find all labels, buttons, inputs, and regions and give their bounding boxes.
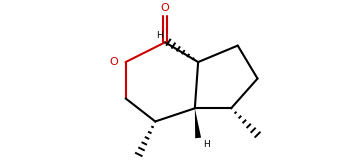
Text: O: O [161, 3, 170, 13]
Text: H: H [203, 140, 210, 149]
Polygon shape [195, 108, 201, 138]
Text: O: O [109, 57, 118, 67]
Text: H: H [156, 31, 162, 40]
